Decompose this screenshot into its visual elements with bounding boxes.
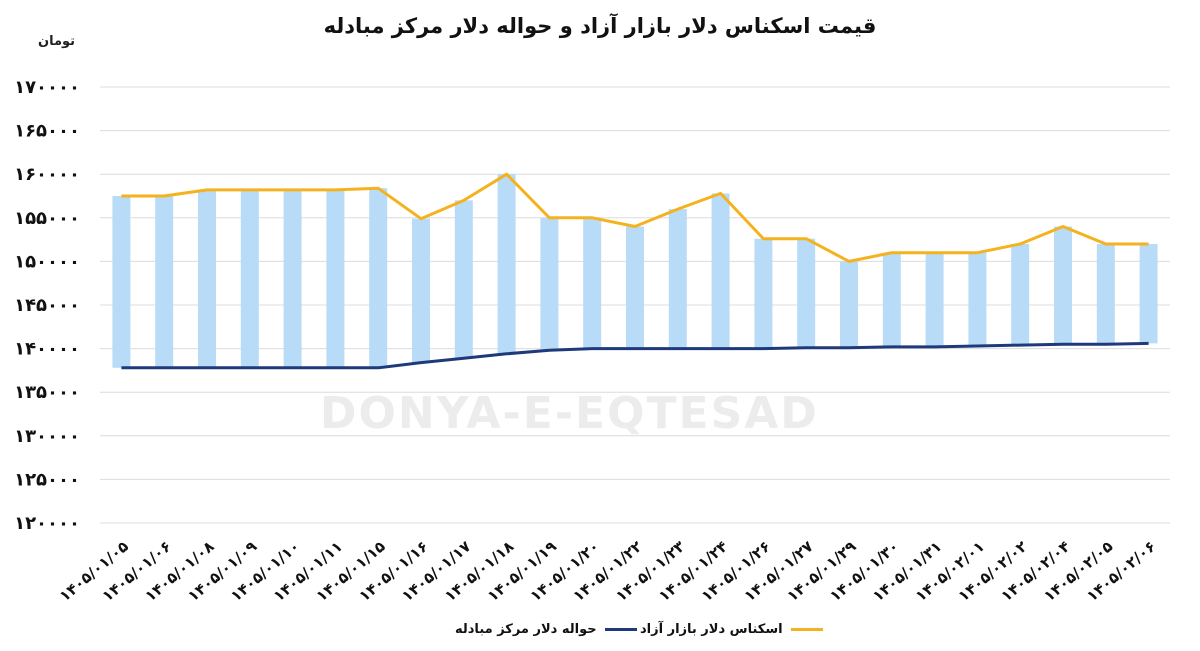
series-line-0 <box>121 341 1149 370</box>
range-bar <box>198 189 216 368</box>
y-tick-label: ۱۲۵۰۰۰ <box>14 469 80 490</box>
y-tick-label: ۱۲۰۰۰۰ <box>14 513 80 534</box>
legend-item-series-0: حواله دلار مرکز مبادله <box>455 622 637 637</box>
y-tick-label: ۱۳۵۰۰۰ <box>14 382 80 403</box>
range-bar <box>668 209 687 349</box>
range-bar <box>1096 243 1115 345</box>
y-tick-label: ۱۶۵۰۰۰ <box>14 121 80 142</box>
range-bar <box>925 252 944 347</box>
watermark: DONYA-E-EQTESAD <box>320 388 819 439</box>
range-bar <box>583 217 602 349</box>
range-bar <box>369 188 388 368</box>
range-bar <box>882 252 901 347</box>
range-bar <box>626 226 644 349</box>
range-bar <box>797 238 816 348</box>
y-tick-label: ۱۷۰۰۰۰ <box>14 77 80 98</box>
range-bar <box>754 238 773 349</box>
legend-label-series-1: اسکناس دلار بازار آزاد <box>640 622 783 637</box>
range-bar <box>412 218 430 363</box>
legend-swatch-series-1 <box>790 628 823 631</box>
range-bar <box>1054 226 1072 345</box>
range-bar <box>1139 243 1158 344</box>
y-axis-unit-label: تومان <box>38 34 76 49</box>
series-line-1 <box>121 172 1149 263</box>
y-tick-label: ۱۴۰۰۰۰ <box>14 339 80 360</box>
range-bar <box>1011 243 1030 346</box>
range-bar <box>840 261 858 348</box>
range-bar <box>540 217 559 351</box>
range-bar <box>968 252 987 346</box>
range-bar <box>326 189 345 368</box>
range-bar <box>454 200 473 359</box>
range-bar <box>711 193 730 349</box>
legend-item-series-1: اسکناس دلار بازار آزاد <box>640 622 823 637</box>
y-tick-label: ۱۶۰۰۰۰ <box>14 164 80 185</box>
y-tick-label: ۱۳۰۰۰۰ <box>14 426 80 447</box>
y-tick-label: ۱۵۰۰۰۰ <box>14 251 80 272</box>
legend-swatch-series-0 <box>604 628 637 631</box>
range-bar <box>112 196 131 368</box>
range-bar <box>240 189 259 368</box>
range-bar <box>155 196 174 368</box>
legend-label-series-0: حواله دلار مرکز مبادله <box>455 622 597 637</box>
y-tick-label: ۱۴۵۰۰۰ <box>14 295 80 316</box>
chart-title: قیمت اسکناس دلار بازار آزاد و حواله دلار… <box>323 14 877 38</box>
range-bar <box>283 189 302 368</box>
y-tick-label: ۱۵۵۰۰۰ <box>14 208 80 229</box>
range-bar <box>497 174 516 354</box>
